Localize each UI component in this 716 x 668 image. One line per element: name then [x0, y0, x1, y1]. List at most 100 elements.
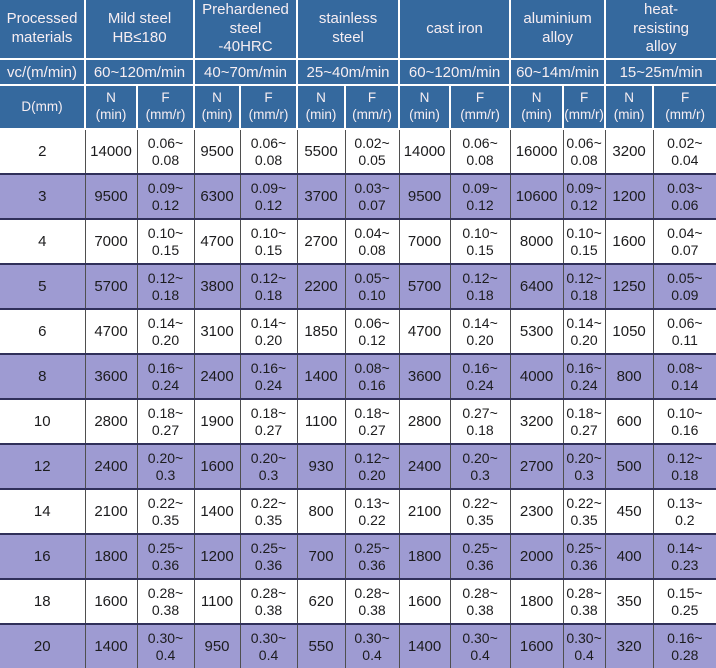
feed-rate-cell: 0.08~ 0.14 [652, 353, 716, 399]
feed-rate-cell: 0.14~ 0.20 [562, 308, 606, 354]
spindle-speed-cell: 9500 [193, 128, 241, 174]
table-row: 4 7000 0.10~ 0.15 4700 0.10~ 0.15 2700 0.04~ 0… [0, 218, 716, 264]
feed-rate-cell: 0.30~ 0.4 [344, 623, 400, 668]
spindle-speed-cell: 700 [296, 533, 346, 579]
feed-rate-cell: 0.05~ 0.10 [344, 263, 400, 309]
spindle-speed-cell: 9500 [398, 173, 451, 219]
spindle-speed-cell: 1400 [296, 353, 346, 399]
table-body: 2 14000 0.06~ 0.08 9500 0.06~ 0.08 5500 0.02~ … [0, 128, 716, 668]
f-header: F (mm/r) [652, 84, 716, 130]
spindle-speed-cell: 3800 [193, 263, 241, 309]
feed-rate-cell: 0.06~ 0.08 [562, 128, 606, 174]
diameter-cell: 6 [0, 308, 86, 354]
feed-rate-cell: 0.02~ 0.05 [344, 128, 400, 174]
spindle-speed-cell: 2100 [84, 488, 138, 534]
spindle-speed-cell: 1400 [193, 488, 241, 534]
cutting-speed-row: vc/(m/min) 60~120m/min 40~70m/min 25~40m… [0, 58, 716, 86]
spindle-speed-cell: 2400 [193, 353, 241, 399]
speed-cell-cast-iron: 60~120m/min [398, 58, 512, 86]
f-header: F (mm/r) [135, 84, 196, 130]
cutting-speed-label: vc/(m/min) [0, 58, 86, 86]
feed-rate-cell: 0.28~ 0.38 [136, 578, 195, 624]
spindle-speed-cell: 3100 [193, 308, 241, 354]
feed-rate-cell: 0.25~ 0.36 [344, 533, 400, 579]
table-row: 20 1400 0.30~ 0.4 950 0.30~ 0.4 550 0.30~ 0.4 1… [0, 623, 716, 668]
spindle-speed-cell: 1600 [398, 578, 451, 624]
f-header: F (mm/r) [344, 84, 401, 130]
material-header-stainless-steel: stainless steel [296, 0, 401, 60]
feed-rate-cell: 0.25~ 0.36 [562, 533, 606, 579]
spindle-speed-cell: 1100 [193, 578, 241, 624]
f-header: F (mm/r) [562, 84, 607, 130]
n-header: N (min) [398, 84, 452, 130]
spindle-speed-cell: 2300 [509, 488, 564, 534]
spindle-speed-cell: 2800 [398, 398, 451, 444]
feed-rate-cell: 0.20~ 0.3 [239, 443, 298, 489]
materials-header-row: Processed materials Mild steel HB≤180 Pr… [0, 0, 716, 60]
feed-rate-cell: 0.25~ 0.36 [449, 533, 511, 579]
feed-rate-cell: 0.25~ 0.36 [136, 533, 195, 579]
table-row: 3 9500 0.09~ 0.12 6300 0.09~ 0.12 3700 0.03~ 0… [0, 173, 716, 219]
table-row: 10 2800 0.18~ 0.27 1900 0.18~ 0.27 1100 0.18~ … [0, 398, 716, 444]
spindle-speed-cell: 930 [296, 443, 346, 489]
n-header: N (min) [509, 84, 565, 130]
feed-rate-cell: 0.09~ 0.12 [239, 173, 298, 219]
feed-rate-cell: 0.18~ 0.27 [136, 398, 195, 444]
feed-rate-cell: 0.10~ 0.15 [562, 218, 606, 264]
spindle-speed-cell: 4700 [193, 218, 241, 264]
spindle-speed-cell: 2800 [84, 398, 138, 444]
spindle-speed-cell: 4000 [509, 353, 564, 399]
feed-rate-cell: 0.14~ 0.20 [136, 308, 195, 354]
feed-rate-cell: 0.14~ 0.20 [449, 308, 511, 354]
spindle-speed-cell: 4700 [84, 308, 138, 354]
spindle-speed-cell: 2700 [509, 443, 564, 489]
diameter-cell: 12 [0, 443, 86, 489]
feed-rate-cell: 0.30~ 0.4 [562, 623, 606, 668]
feed-rate-cell: 0.22~ 0.35 [562, 488, 606, 534]
spindle-speed-cell: 16000 [509, 128, 564, 174]
table-row: 18 1600 0.28~ 0.38 1100 0.28~ 0.38 620 0.28~ 0… [0, 578, 716, 624]
feed-rate-cell: 0.30~ 0.4 [239, 623, 298, 668]
feed-rate-cell: 0.22~ 0.35 [136, 488, 195, 534]
feed-rate-cell: 0.15~ 0.25 [652, 578, 716, 624]
spindle-speed-cell: 1200 [193, 533, 241, 579]
speed-cell-aluminium-alloy: 60~14m/min [509, 58, 607, 86]
spindle-speed-cell: 1600 [509, 623, 564, 668]
feed-rate-cell: 0.14~ 0.23 [652, 533, 716, 579]
spindle-speed-cell: 1800 [398, 533, 451, 579]
spindle-speed-cell: 800 [604, 353, 654, 399]
feed-rate-cell: 0.05~ 0.09 [652, 263, 716, 309]
feed-rate-cell: 0.12~ 0.20 [344, 443, 400, 489]
spindle-speed-cell: 950 [193, 623, 241, 668]
feed-rate-cell: 0.12~ 0.18 [562, 263, 606, 309]
feed-rate-cell: 0.03~ 0.06 [652, 173, 716, 219]
speed-cell-heat-resisting-alloy: 15~25m/min [604, 58, 716, 86]
n-header: N (min) [84, 84, 138, 130]
feed-rate-cell: 0.28~ 0.38 [449, 578, 511, 624]
feed-rate-cell: 0.20~ 0.3 [562, 443, 606, 489]
diameter-cell: 20 [0, 623, 86, 668]
spindle-speed-cell: 4700 [398, 308, 451, 354]
spindle-speed-cell: 7000 [84, 218, 138, 264]
diameter-label: D(mm) [0, 84, 86, 130]
spindle-speed-cell: 2400 [84, 443, 138, 489]
spindle-speed-cell: 6400 [509, 263, 564, 309]
speed-cell-stainless-steel: 25~40m/min [296, 58, 401, 86]
spindle-speed-cell: 1400 [398, 623, 451, 668]
feed-rate-cell: 0.22~ 0.35 [449, 488, 511, 534]
spindle-speed-cell: 1600 [604, 218, 654, 264]
table-row: 2 14000 0.06~ 0.08 9500 0.06~ 0.08 5500 0.02~ … [0, 128, 716, 174]
corner-header: Processed materials [0, 0, 86, 60]
diameter-cell: 8 [0, 353, 86, 399]
feed-rate-cell: 0.16~ 0.24 [562, 353, 606, 399]
spindle-speed-cell: 5700 [398, 263, 451, 309]
material-header-prehardened-steel: Prehardened steel -40HRC [193, 0, 299, 60]
feed-rate-cell: 0.25~ 0.36 [239, 533, 298, 579]
feed-rate-cell: 0.09~ 0.12 [449, 173, 511, 219]
spindle-speed-cell: 450 [604, 488, 654, 534]
feed-rate-cell: 0.20~ 0.3 [136, 443, 195, 489]
n-header: N (min) [296, 84, 347, 130]
table-row: 5 5700 0.12~ 0.18 3800 0.12~ 0.18 2200 0.05~ 0… [0, 263, 716, 309]
feed-rate-cell: 0.20~ 0.3 [449, 443, 511, 489]
spindle-speed-cell: 5700 [84, 263, 138, 309]
